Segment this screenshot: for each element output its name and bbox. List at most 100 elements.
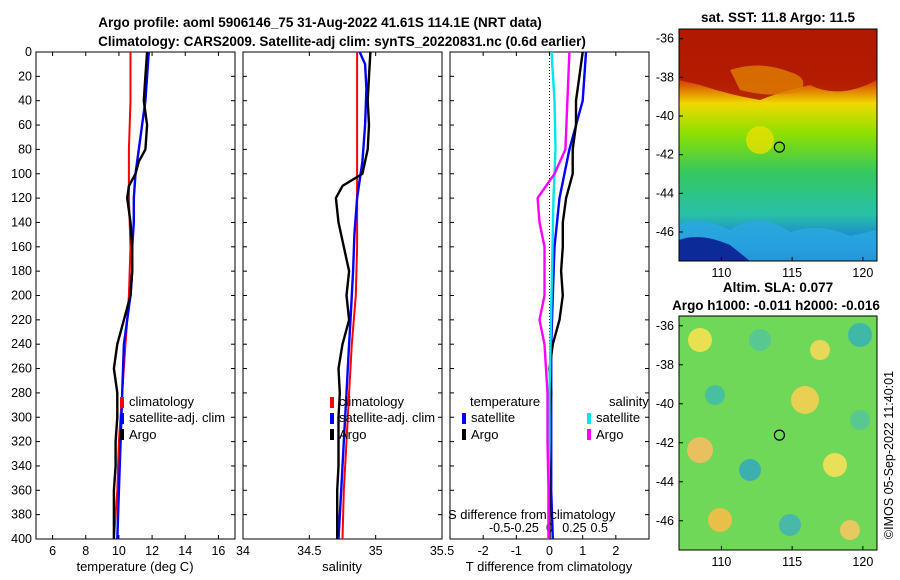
y-tick-label: -46 [656, 514, 674, 528]
figure-title-line2: Climatology: CARS2009. Satellite-adj cli… [98, 34, 586, 49]
sla-blob [791, 386, 819, 414]
legend-s-argo: Argo [596, 427, 623, 442]
y-tick-label: -36 [656, 319, 674, 333]
legend-swatch-argo [330, 429, 334, 440]
legend-swatch-s-argo [587, 429, 591, 440]
temperature-plot: 0 20 40 60 80 100 120 140 160 180 200 220 240 260 280 3… [11, 45, 235, 558]
salinity-legend: climatology satellite-adj. clim Argo [330, 394, 435, 442]
sla-blob [687, 437, 713, 463]
sla-blob [708, 508, 732, 532]
y-tick-label: 200 [11, 289, 32, 303]
y-tick-label: -38 [656, 70, 674, 84]
sla-anomaly-blobs [687, 323, 872, 540]
x-tick-label: 35.5 [430, 544, 454, 558]
y-tick-label: 180 [11, 264, 32, 278]
y-tick-label: -36 [656, 32, 674, 46]
difference-plot: -2 -1 0 1 2-0.5 -0.25 0 0.25 0.5 [450, 51, 649, 558]
legend-t-argo: Argo [471, 427, 498, 442]
series-line-climatology [341, 52, 359, 540]
sla-map-frame [678, 315, 878, 551]
copyright-text: ©IMOS 05-Sep-2022 11:40:01 [882, 371, 896, 539]
sla-blob [688, 328, 712, 352]
y-tick-label: 80 [18, 142, 32, 156]
legend-swatch-climatology [120, 397, 124, 408]
sst-cold-patch [679, 236, 750, 261]
sla-blob [848, 323, 872, 347]
temperature-legend: climatology satellite-adj. clim Argo [120, 394, 225, 442]
sla-blob [739, 459, 761, 481]
y-tick-label: 220 [11, 313, 32, 327]
sst-orange-patch [730, 65, 804, 95]
sla-blob [749, 329, 771, 351]
x-tick-label: 110 [711, 266, 731, 280]
x-tick-label: 1 [579, 544, 586, 558]
sst-map-title: sat. SST: 11.8 Argo: 11.5 [701, 10, 856, 25]
temperature-xlabel: temperature (deg C) [76, 559, 193, 574]
y-tick-label: 240 [11, 337, 32, 351]
y-tick-label: 340 [11, 459, 32, 473]
salinity-plot: 34 34.5 35 35.5 [236, 51, 454, 558]
series-line-satellite-adj-clim [116, 51, 150, 540]
legend-salinity-title: salinity [609, 394, 649, 409]
y-tick-label: -42 [656, 436, 674, 450]
x-tick-label: 12 [145, 544, 159, 558]
y-tick-label: 120 [11, 191, 32, 205]
y-tick-label: -38 [656, 358, 674, 372]
y-tick-label: 300 [11, 410, 32, 424]
series-line-salinity-satellite [547, 51, 557, 539]
legend-swatch-argo [120, 429, 124, 440]
x-tick-label: 120 [852, 555, 873, 569]
x-tick-label: 120 [852, 266, 873, 280]
x-tick-label: 115 [782, 555, 802, 569]
legend-swatch-satellite [120, 413, 124, 424]
sla-blob [840, 520, 860, 540]
series-line-argo [334, 51, 372, 539]
y-tick-label: 360 [11, 483, 32, 497]
y-tick-label: -44 [656, 186, 674, 200]
s-tick-label: 0.25 [562, 521, 586, 535]
s-difference-label: S difference from climatology [448, 507, 616, 522]
x-tick-label: 10 [112, 544, 126, 558]
s-tick-label: 0.5 [591, 521, 608, 535]
sst-map-axes: 110 115 120 -36 -38 -40 -42 -44 -46 [656, 32, 873, 280]
sla-map-axes: 110 115 120 -36 -38 -40 -42 -44 -46 [656, 319, 873, 569]
series-line-salinity-argo [536, 51, 571, 539]
y-tick-label: 400 [11, 532, 32, 546]
x-tick-label: 8 [82, 544, 89, 558]
sla-blob [823, 453, 847, 477]
y-tick-label: 20 [18, 69, 32, 83]
series-line-satellite-adj-clim [337, 51, 368, 540]
legend-t-satellite: satellite [471, 410, 515, 425]
series-line-temperature-satellite [550, 51, 588, 540]
legend-climatology: climatology [129, 394, 195, 409]
x-tick-label: 6 [49, 544, 56, 558]
sla-map [679, 316, 877, 550]
legend-swatch-climatology [330, 397, 334, 408]
y-tick-label: 0 [25, 45, 32, 59]
sla-argo-location-marker [773, 429, 786, 441]
x-tick-label: 0 [546, 544, 553, 558]
legend-climatology: climatology [339, 394, 405, 409]
y-tick-label: -46 [656, 225, 674, 239]
y-tick-label: 40 [18, 94, 32, 108]
x-tick-label: 35 [369, 544, 383, 558]
legend-argo: Argo [339, 427, 366, 442]
y-tick-label: -42 [656, 148, 674, 162]
legend-satellite: satellite-adj. clim [339, 410, 435, 425]
sla-blob [810, 340, 830, 360]
series-line-argo [112, 51, 149, 539]
sst-warm-region [679, 29, 877, 100]
y-tick-label: 160 [11, 240, 32, 254]
legend-s-satellite: satellite [596, 410, 640, 425]
salinity-xlabel: salinity [322, 559, 362, 574]
y-tick-label: 380 [11, 508, 32, 522]
x-tick-label: 115 [782, 266, 802, 280]
y-tick-label: 280 [11, 386, 32, 400]
x-tick-label: 34 [236, 544, 250, 558]
sla-map-title-line1: Altim. SLA: 0.077 [723, 280, 833, 295]
legend-swatch-s-satellite [587, 413, 591, 424]
y-tick-label: 60 [18, 118, 32, 132]
difference-xlabel: T difference from climatology [466, 559, 633, 574]
difference-legend: temperature satellite Argo salinity sate… [462, 394, 649, 442]
